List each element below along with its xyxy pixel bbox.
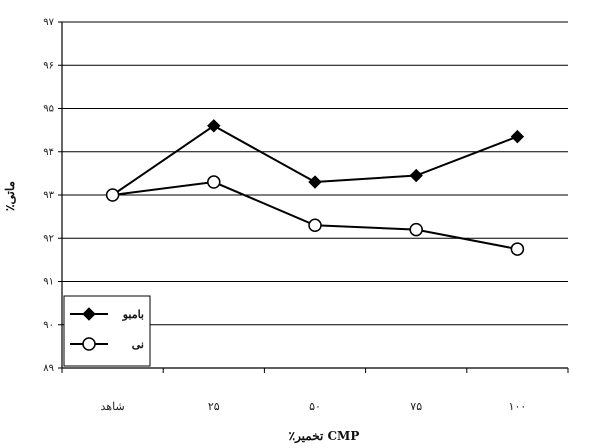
- series-line: [112, 180, 518, 251]
- data-point-diamond: [409, 168, 423, 183]
- data-point-diamond: [207, 119, 221, 133]
- series-2: [105, 175, 525, 256]
- legend-label: بامبو: [122, 308, 144, 321]
- y-tick-label: ۹۲: [43, 233, 54, 244]
- legend: بامبو نی: [63, 295, 151, 367]
- data-point-diamond: [510, 129, 525, 144]
- x-tick-label: ۷۵: [410, 400, 422, 413]
- x-tick-labels: شاهد ۲۵ ۵۰ ۷۵ ۱۰۰: [101, 400, 527, 413]
- y-tick-label: ۹۰: [43, 320, 54, 331]
- y-tick-label: ۹۷: [43, 17, 54, 28]
- x-tick-label: شاهد: [101, 400, 125, 413]
- y-tick-labels: ۸۹ ۹۰ ۹۱ ۹۲ ۹۳ ۹۴ ۹۵ ۹۶ ۹۷: [43, 17, 54, 374]
- data-point-diamond: [308, 175, 322, 189]
- data-point-circle: [207, 175, 221, 189]
- y-tick-label: ۹۳: [43, 190, 54, 201]
- grid-lines: [62, 21, 568, 326]
- axes: [58, 21, 569, 373]
- series-group: [105, 119, 525, 256]
- y-tick-label: ۹۵: [43, 104, 54, 115]
- data-point-circle: [105, 188, 120, 202]
- x-tick-label: ۵۰: [309, 400, 321, 413]
- series-1: [105, 119, 525, 202]
- data-point-circle: [510, 242, 525, 256]
- data-point-circle: [409, 222, 423, 237]
- y-axis-label: ٪ماتی: [3, 181, 17, 211]
- x-axis-label: ٪تخمیر CMP: [289, 429, 360, 444]
- y-tick-label: ۹۱: [43, 277, 54, 288]
- data-point-circle: [308, 218, 322, 233]
- y-tick-label: ۸۹: [43, 363, 54, 374]
- legend-box: [63, 295, 151, 367]
- x-tick-label: ۲۵: [208, 400, 220, 413]
- x-tick-label: ۱۰۰: [509, 400, 527, 413]
- data-point-circle: [82, 337, 96, 351]
- legend-label: نی: [132, 338, 144, 351]
- y-tick-label: ۹۴: [43, 147, 54, 158]
- data-point-diamond: [82, 307, 96, 321]
- y-tick-label: ۹۶: [43, 60, 54, 71]
